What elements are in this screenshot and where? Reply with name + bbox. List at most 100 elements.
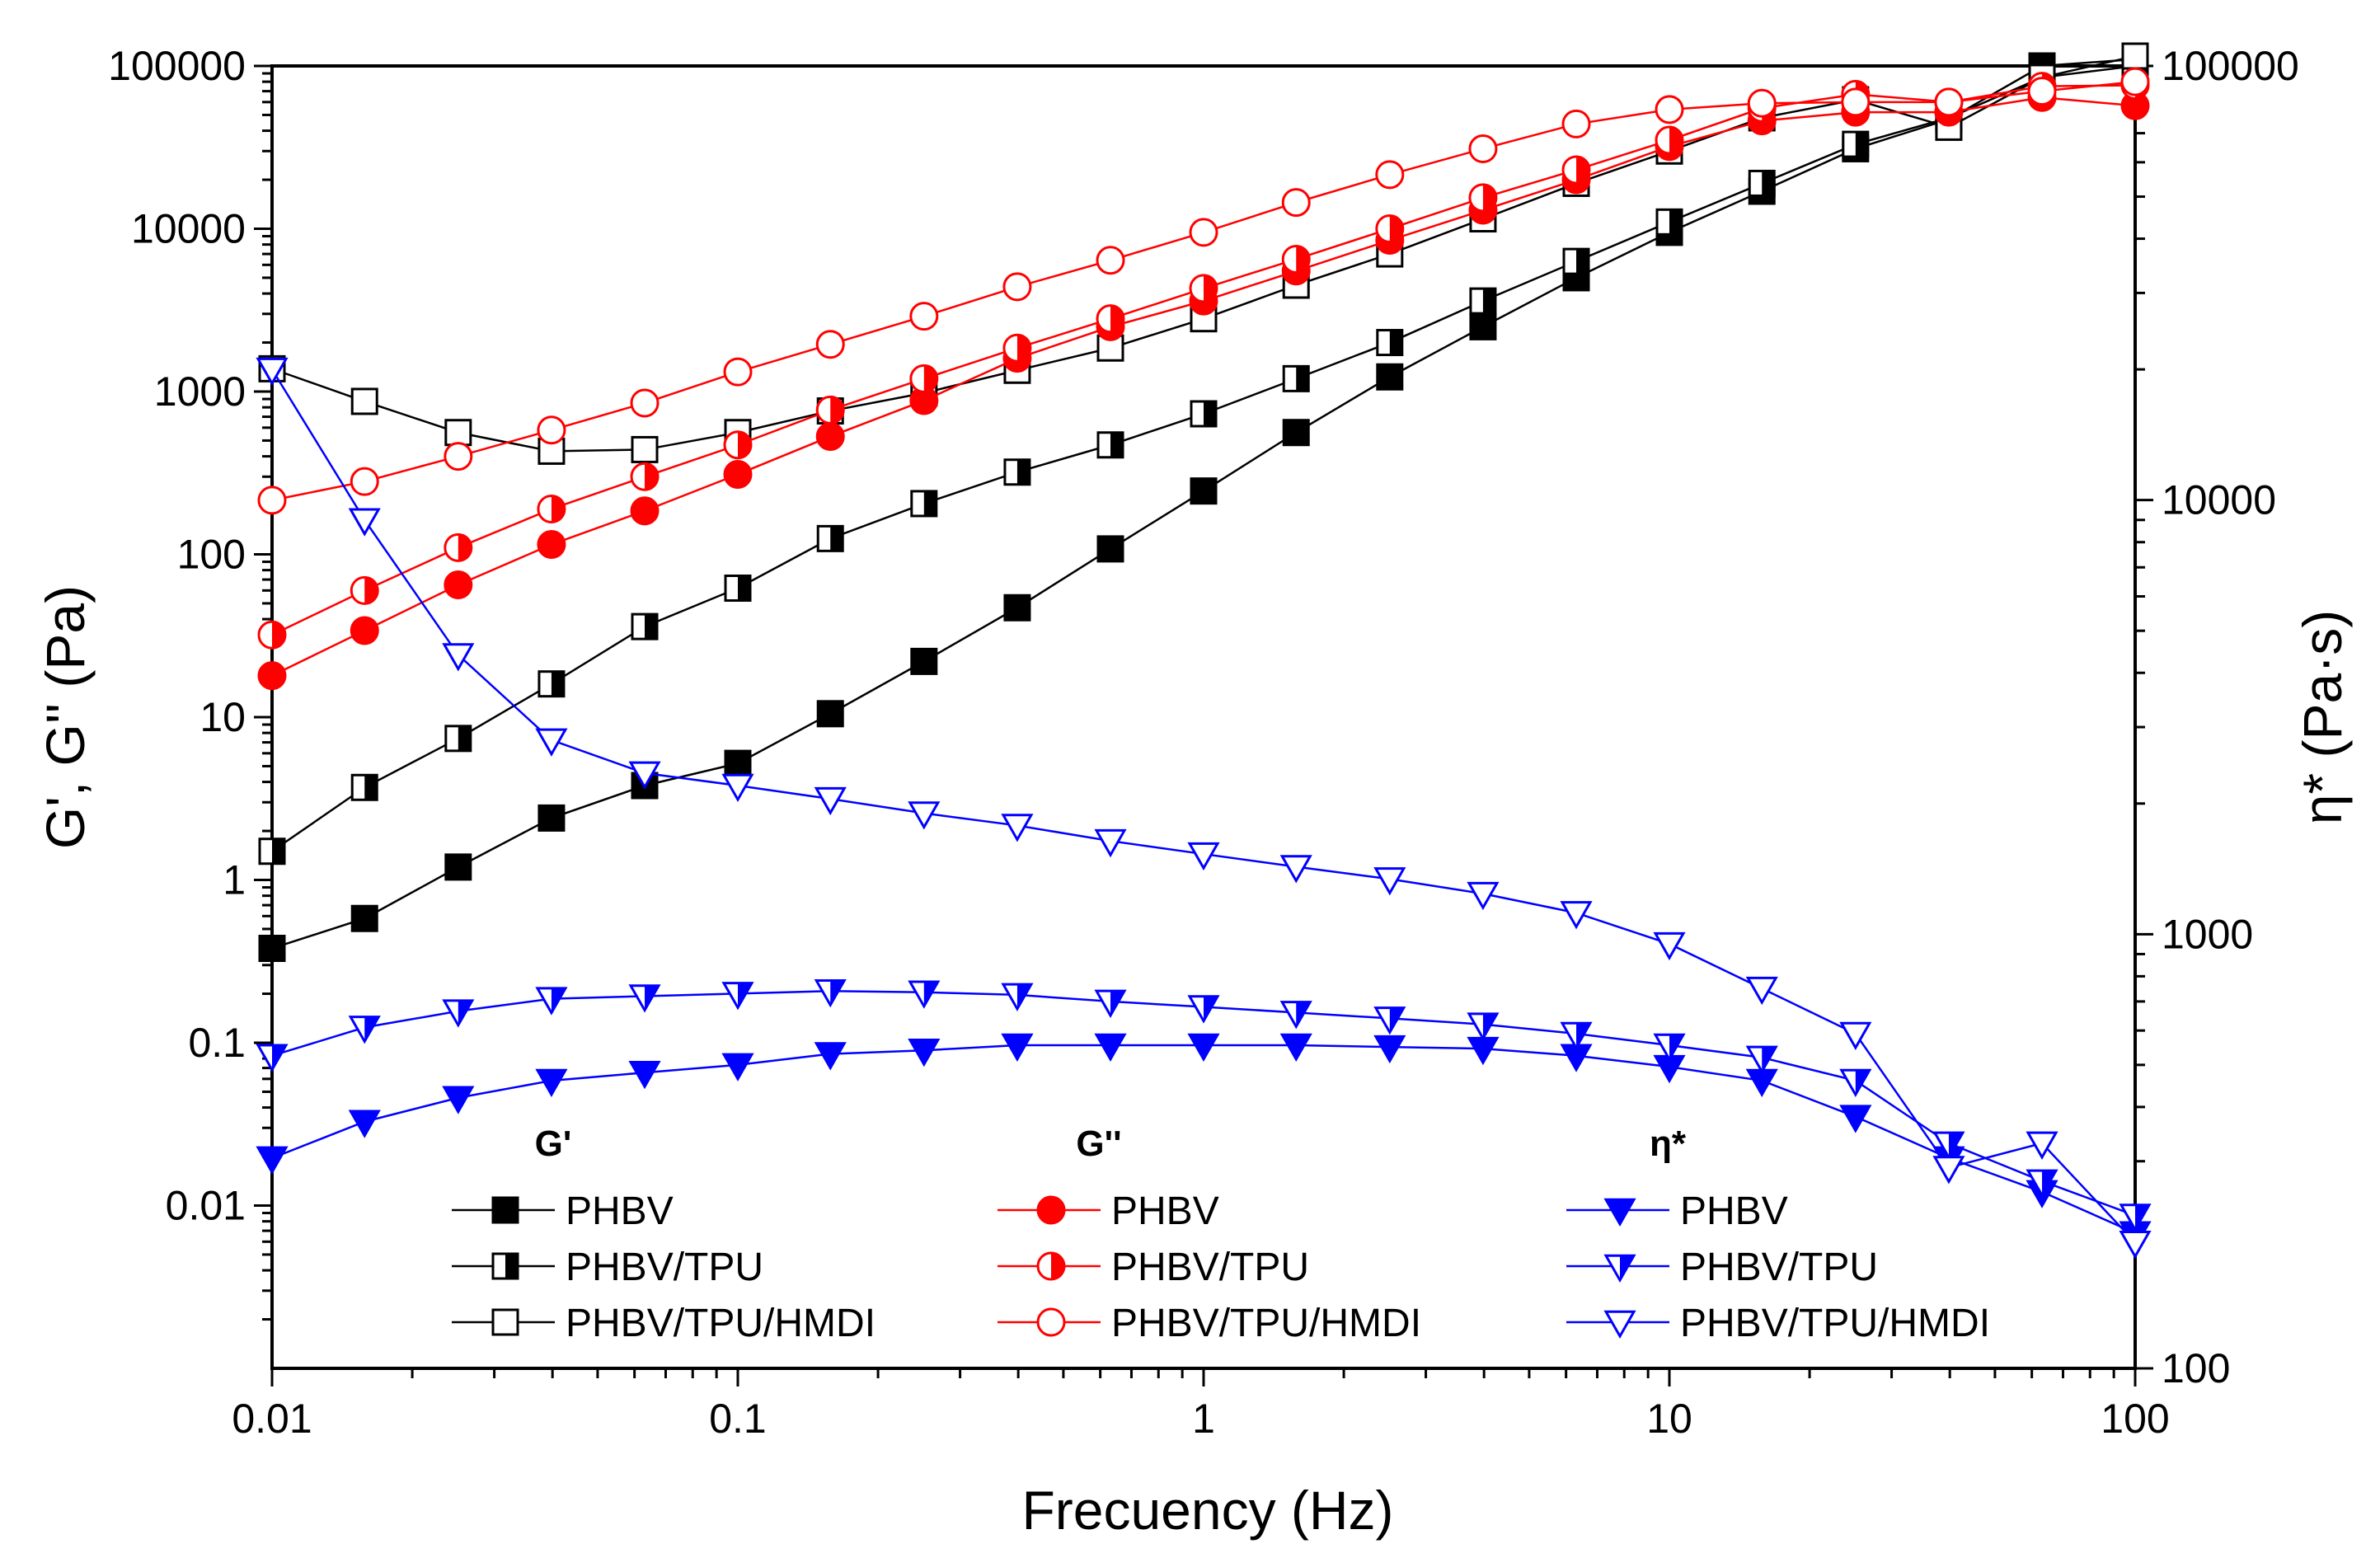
marker-shape <box>1603 1310 1636 1340</box>
x-axis-title: Frecuency (Hz) <box>1021 1480 1393 1541</box>
data-point <box>1279 855 1312 884</box>
data-point <box>2119 1203 2152 1232</box>
marker-shape <box>1839 1105 1872 1133</box>
marker-shape <box>1187 842 1220 871</box>
marker-shape <box>909 302 939 331</box>
marker-half-fill <box>505 1254 518 1279</box>
data-point <box>1653 931 1686 961</box>
marker-outline <box>628 984 661 1013</box>
marker-half-fill <box>738 575 750 601</box>
marker-shape <box>491 1308 519 1336</box>
legend-marker <box>1036 1307 1066 1337</box>
series-line <box>271 96 2136 677</box>
marker-shape <box>491 1196 519 1224</box>
data-point <box>1468 183 1498 213</box>
marker-half-fill <box>364 577 378 604</box>
marker-shape <box>628 761 661 790</box>
marker-outline <box>814 978 847 1008</box>
marker-outline <box>1001 983 1034 1011</box>
marker-shape <box>908 801 941 830</box>
marker-half-fill <box>1204 401 1216 426</box>
marker-outline <box>491 1252 519 1280</box>
marker-half-fill <box>1110 432 1124 457</box>
data-point <box>1561 109 1591 138</box>
data-point <box>815 330 845 359</box>
marker-half-fill <box>272 622 285 649</box>
data-point <box>1187 842 1220 871</box>
legend-group-title: η* <box>1650 1124 1687 1164</box>
data-point <box>256 1146 289 1175</box>
data-point <box>2026 1169 2058 1198</box>
marker-half-fill <box>830 396 844 424</box>
y-axis-title: G', G'' (Pa) <box>35 585 96 849</box>
data-point <box>1560 901 1593 930</box>
data-point <box>1653 1033 1686 1063</box>
legend-label: PHBV <box>1111 1189 1219 1233</box>
marker-half-fill <box>1576 157 1590 184</box>
marker-shape <box>1189 218 1218 247</box>
data-point <box>1281 244 1311 274</box>
data-point <box>1560 1021 1593 1051</box>
marker-half-fill <box>458 534 472 561</box>
data-point <box>537 804 566 832</box>
marker-shape <box>1932 1156 1965 1185</box>
marker-shape <box>631 435 659 463</box>
series-eta_PHBV <box>256 1033 2152 1250</box>
marker-shape <box>724 749 752 777</box>
marker-half-fill <box>1669 209 1682 235</box>
legend-item: PHBV/TPU <box>998 1246 1309 1289</box>
data-point <box>1745 976 1778 1006</box>
data-point <box>628 761 661 790</box>
data-point <box>631 435 659 463</box>
marker-outline <box>816 524 844 552</box>
marker-outline <box>1282 364 1310 392</box>
legend-marker <box>1036 1195 1066 1225</box>
legend-label: PHBV/TPU <box>566 1246 763 1289</box>
marker-outline <box>258 837 286 866</box>
legend-label: PHBV/TPU/HMDI <box>1680 1302 1990 1345</box>
marker-outline <box>1655 208 1683 236</box>
data-point <box>350 773 378 801</box>
marker-shape <box>256 1146 289 1175</box>
data-point <box>721 773 754 803</box>
data-point <box>444 725 472 753</box>
marker-shape <box>723 459 753 489</box>
marker-outline <box>350 575 379 605</box>
marker-half-fill <box>1204 274 1217 302</box>
data-point <box>816 700 844 728</box>
data-point <box>814 786 847 816</box>
marker-shape <box>1467 881 1500 911</box>
marker-shape <box>257 661 287 691</box>
data-point <box>537 494 566 523</box>
marker-shape <box>630 496 660 526</box>
data-point <box>1655 125 1684 155</box>
axes: 0.01 0.1 1 10 100 0.01 0.1 1 10 100 1000 10000 10000… <box>108 43 2299 1442</box>
y2-tick-label: 10000 <box>2162 477 2276 523</box>
legend-item: PHBV/TPU <box>1566 1246 1878 1289</box>
marker-outline <box>1562 247 1590 275</box>
data-point <box>258 837 286 866</box>
data-point <box>350 904 378 932</box>
data-point <box>444 442 473 472</box>
data-point <box>1376 329 1404 357</box>
legend-item: PHBV/TPU/HMDI <box>452 1302 875 1345</box>
data-point <box>910 647 938 675</box>
data-point <box>1839 1105 1872 1133</box>
marker-outline <box>1373 1006 1406 1035</box>
marker-shape <box>1745 976 1778 1006</box>
data-point <box>1376 363 1404 391</box>
legend-item: PHBV <box>998 1189 1219 1233</box>
data-point <box>257 486 287 515</box>
data-point <box>257 661 287 691</box>
marker-shape <box>1653 931 1686 961</box>
data-point <box>724 749 752 777</box>
marker-shape <box>1376 363 1404 391</box>
data-point <box>721 982 754 1011</box>
marker-outline <box>910 490 938 518</box>
data-point <box>1282 364 1310 392</box>
marker-half-fill <box>1762 171 1775 196</box>
marker-shape <box>1655 95 1684 124</box>
data-point <box>2027 77 2057 106</box>
data-point <box>1467 1012 1500 1041</box>
data-point <box>1932 1156 1965 1185</box>
